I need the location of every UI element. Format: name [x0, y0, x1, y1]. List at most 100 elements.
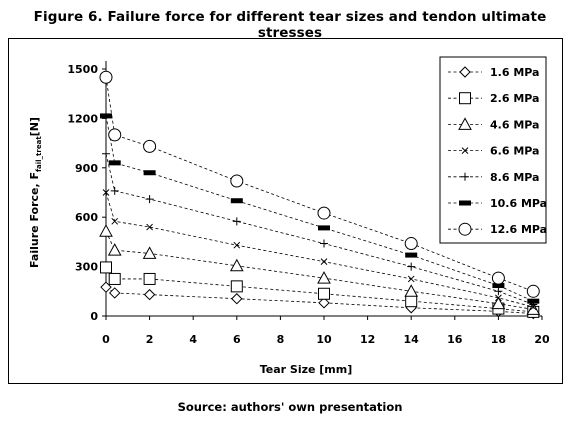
x-marker: [111, 217, 119, 225]
bar-marker: [527, 298, 540, 304]
square-marker: [108, 272, 121, 285]
chart-legend: 1.6 MPa 2.6 MPa 4.6 MPa 6.6 MPa 8.6 MPa 10.6 …: [439, 56, 547, 244]
x-marker: [461, 147, 469, 154]
plus-marker: [102, 149, 110, 158]
x-tick-label: 20: [534, 333, 550, 346]
diamond-marker: [231, 293, 243, 305]
circle-marker: [317, 206, 331, 220]
series-4: [102, 149, 538, 309]
series-line: [105, 231, 534, 310]
bar-marker: [459, 200, 471, 206]
triangle-marker: [142, 246, 157, 259]
y-tick-label: 1200: [67, 112, 98, 125]
bar-marker: [318, 225, 330, 231]
circle-marker: [230, 174, 244, 188]
plus-marker: [320, 239, 328, 248]
y-axis-label: Failure Force, Ffail_treat[N]: [28, 117, 43, 268]
legend-label: 2.6 MPa: [490, 92, 539, 105]
legend-label: 1.6 MPa: [490, 66, 539, 79]
x-marker: [233, 241, 241, 249]
chart-axes: 0 300 600 900 1200 1500 0 2 4 6 8 10 12 14 16 18 20 Tear …: [28, 61, 550, 376]
series-1: [100, 261, 540, 318]
square-marker: [459, 92, 471, 105]
bar-marker: [100, 113, 112, 119]
bar-marker: [143, 170, 156, 176]
triangle-marker: [107, 243, 122, 256]
series-line: [105, 286, 534, 314]
bar-marker: [492, 283, 505, 289]
series-line: [105, 153, 534, 305]
legend-label: 10.6 MPa: [490, 197, 547, 210]
series-line: [105, 192, 534, 308]
diamond-marker: [318, 297, 330, 309]
diamond-marker: [459, 66, 471, 78]
chart-series: [99, 70, 541, 320]
series-6: [99, 70, 540, 298]
x-marker: [102, 189, 110, 196]
x-marker: [320, 258, 328, 266]
triangle-marker: [99, 224, 113, 237]
y-tick-label: 0: [90, 310, 98, 323]
plus-marker: [110, 186, 119, 195]
figure-title: Figure 6. Failure force for different te…: [33, 9, 547, 41]
plus-marker: [494, 287, 503, 296]
legend-label: 8.6 MPa: [490, 171, 539, 184]
square-marker: [230, 280, 243, 293]
x-tick-label: 12: [360, 333, 375, 346]
plus-marker: [232, 217, 241, 226]
legend-box: [439, 56, 547, 244]
y-tick-label: 1500: [67, 63, 98, 76]
square-marker: [143, 272, 156, 285]
x-tick-label: 16: [447, 333, 463, 346]
x-tick-label: 8: [277, 333, 285, 346]
x-tick-label: 0: [102, 333, 110, 346]
bar-marker: [230, 198, 243, 204]
circle-marker: [526, 284, 540, 298]
plus-marker: [407, 262, 416, 271]
x-marker: [495, 294, 502, 302]
bar-marker: [108, 160, 121, 166]
triangle-marker: [317, 271, 331, 284]
circle-marker: [458, 222, 472, 236]
triangle-marker: [404, 284, 419, 297]
x-axis-label: Tear Size [mm]: [260, 363, 353, 376]
triangle-marker: [458, 117, 472, 130]
series-3: [102, 189, 537, 311]
triangle-marker: [526, 302, 541, 315]
y-tick-label: 300: [75, 261, 98, 274]
legend-label: 6.6 MPa: [490, 145, 539, 158]
x-marker: [146, 223, 153, 231]
chart-frame: [8, 38, 563, 384]
series-line: [105, 115, 534, 302]
x-tick-label: 6: [233, 333, 241, 346]
diamond-marker: [100, 281, 112, 293]
square-marker: [100, 261, 112, 274]
x-tick-label: 2: [146, 333, 154, 346]
x-tick-label: 14: [404, 333, 420, 346]
square-marker: [318, 287, 330, 300]
y-tick-label: 900: [75, 162, 98, 175]
source-note: Source: authors' own presentation: [177, 400, 403, 414]
bar-marker: [405, 252, 418, 258]
circle-marker: [143, 139, 157, 153]
legend-label: 12.6 MPa: [490, 223, 547, 236]
circle-marker: [108, 128, 122, 142]
plus-marker: [145, 195, 154, 204]
x-tick-label: 4: [189, 333, 197, 346]
circle-marker: [491, 271, 505, 285]
series-2: [99, 224, 541, 315]
square-marker: [405, 295, 418, 308]
x-tick-label: 18: [491, 333, 506, 346]
triangle-marker: [491, 296, 506, 310]
series-5: [100, 113, 540, 304]
legend-label: 4.6 MPa: [490, 118, 539, 131]
diamond-marker: [109, 287, 121, 299]
plus-marker: [461, 172, 469, 181]
series-line: [105, 77, 534, 292]
diamond-marker: [143, 288, 156, 301]
y-tick-label: 600: [75, 211, 98, 224]
circle-marker: [99, 70, 113, 84]
circle-marker: [404, 237, 418, 251]
triangle-marker: [229, 258, 244, 272]
